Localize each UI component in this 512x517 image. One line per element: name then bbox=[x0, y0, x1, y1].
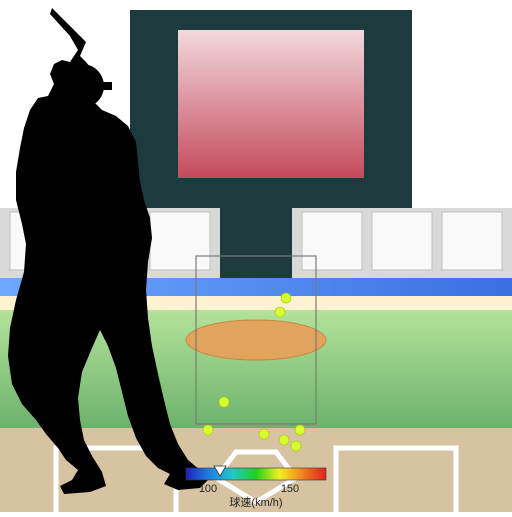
pitch-marker bbox=[279, 435, 289, 445]
pitch-marker bbox=[275, 307, 285, 317]
scoreboard-screen bbox=[178, 30, 364, 178]
stand-section bbox=[302, 212, 362, 270]
pitch-marker bbox=[219, 397, 229, 407]
pitch-marker bbox=[259, 429, 269, 439]
speed-axis-label: 球速(km/h) bbox=[229, 495, 282, 509]
speed-colorbar bbox=[186, 468, 326, 480]
stand-section bbox=[442, 212, 502, 270]
speed-tick-label: 100 bbox=[199, 483, 217, 495]
stand-section bbox=[150, 212, 210, 270]
pitch-marker bbox=[203, 425, 213, 435]
pitch-marker bbox=[295, 425, 305, 435]
pitchers-mound bbox=[186, 320, 326, 360]
helmet-brim bbox=[96, 82, 112, 90]
pitch-marker bbox=[291, 441, 301, 451]
pitch-location-chart: 100 150球速(km/h) bbox=[0, 0, 512, 512]
speed-tick-label: 150 bbox=[281, 483, 299, 495]
stand-section bbox=[372, 212, 432, 270]
pitch-marker bbox=[281, 293, 291, 303]
backstop-tower bbox=[220, 200, 292, 278]
